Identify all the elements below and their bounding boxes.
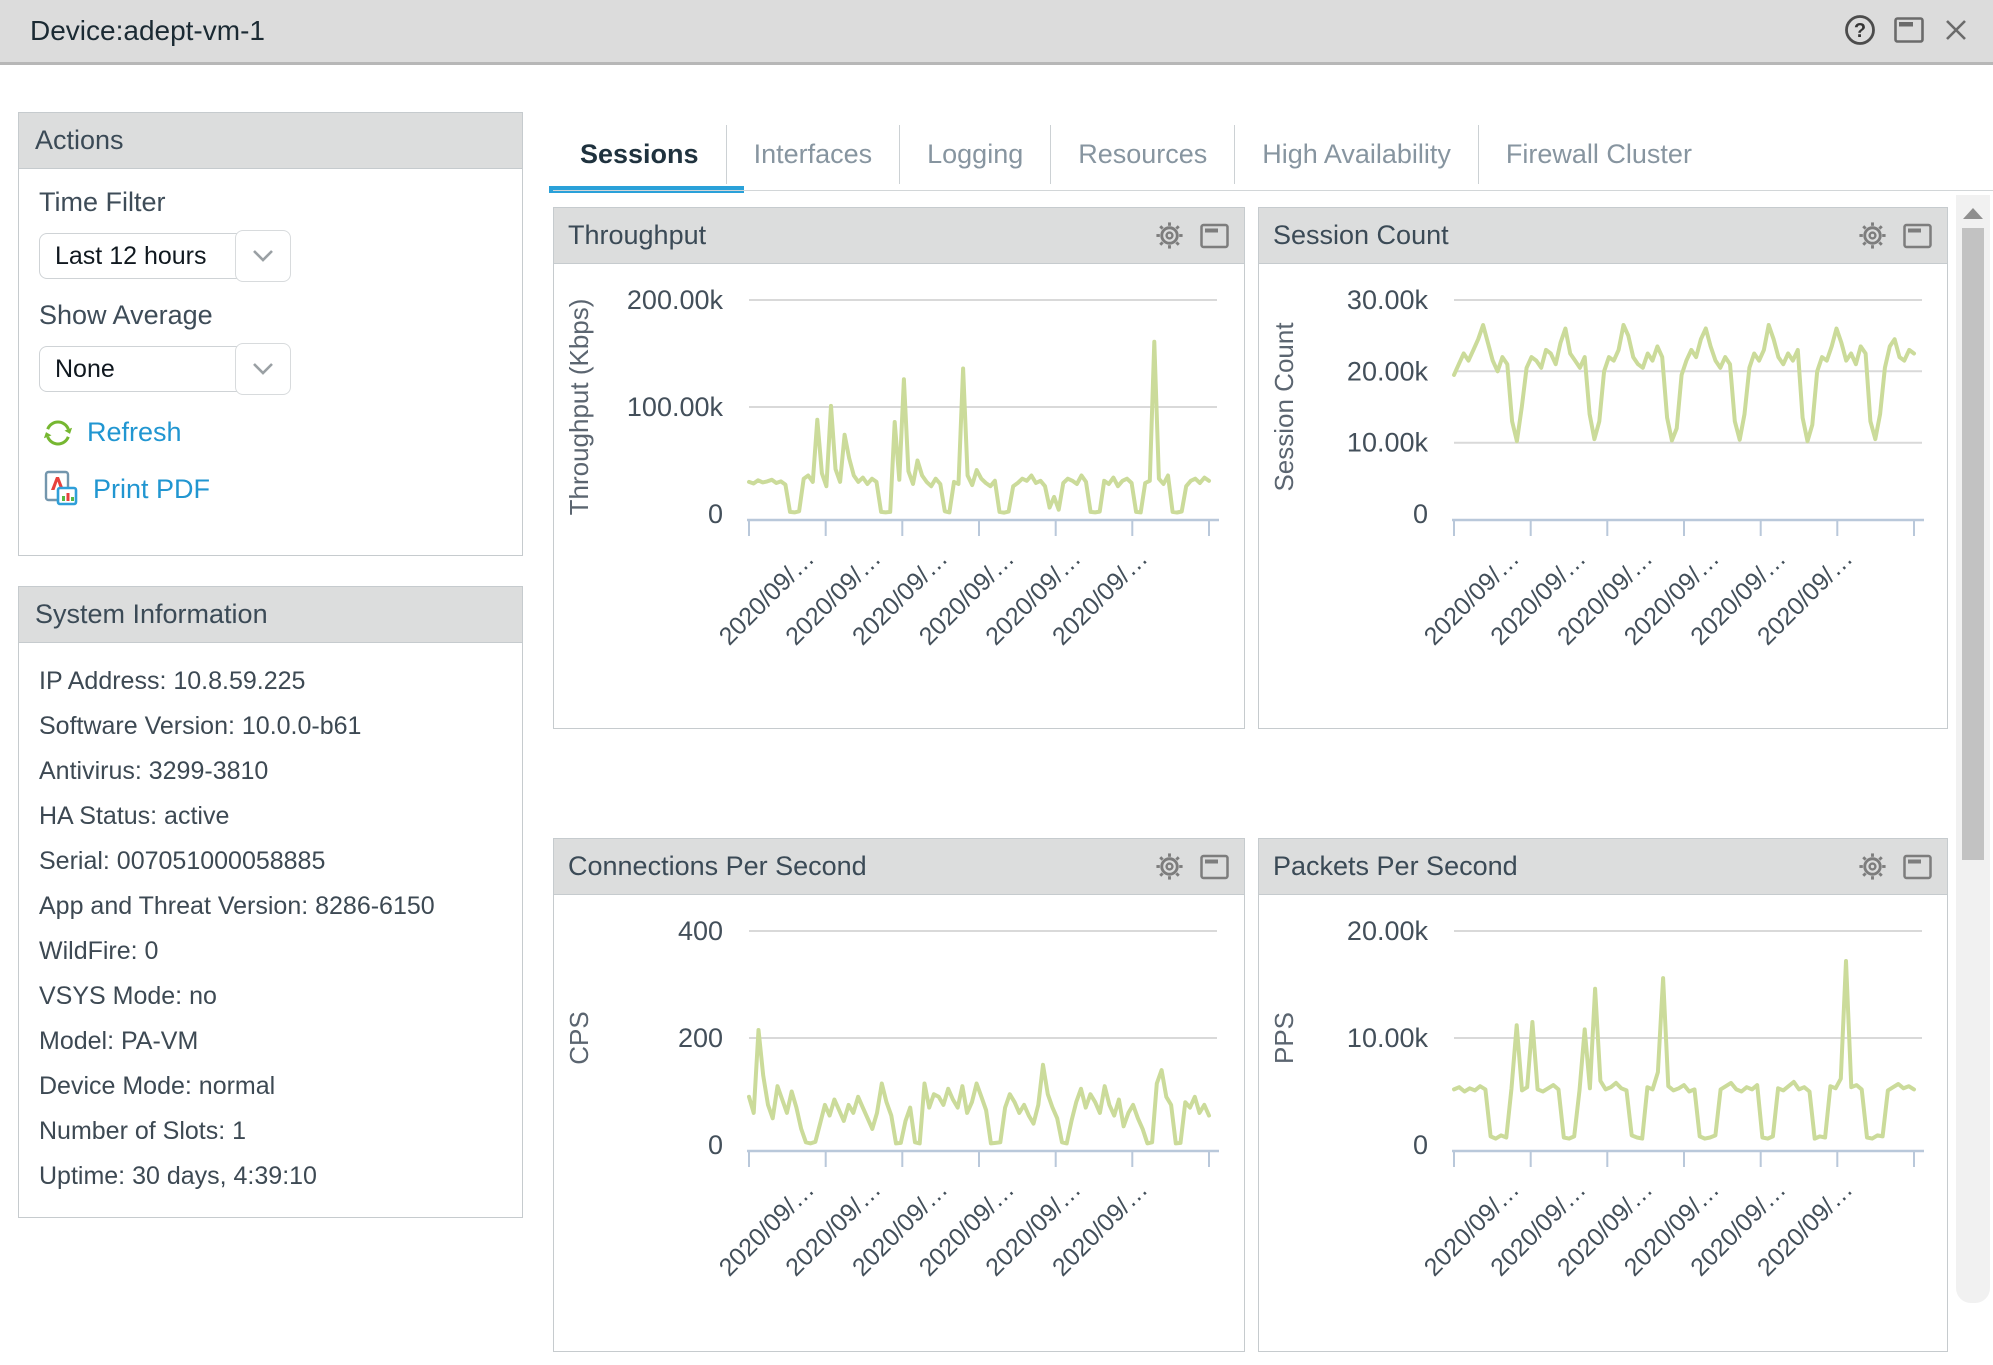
actions-panel: Actions Time Filter Last 12 hours Show A… [18, 112, 523, 556]
session-count-chart: 010.00k20.00k30.00k2020/09/…2020/09/…202… [1259, 264, 1947, 727]
svg-text:10.00k: 10.00k [1347, 428, 1429, 458]
connections-per-second-chart-header: Connections Per Second [554, 839, 1244, 895]
connections-per-second-chart-panel: Connections Per Second 02004002020/09/…2… [553, 838, 1245, 1352]
svg-text:0: 0 [708, 499, 723, 529]
packets-per-second-chart-panel: Packets Per Second 010.00k20.00k2020/09/… [1258, 838, 1948, 1352]
connections-per-second-chart: 02004002020/09/…2020/09/…2020/09/…2020/0… [554, 895, 1244, 1358]
show-average-label: Show Average [39, 300, 522, 331]
page-title: Device:adept-vm-1 [30, 15, 265, 47]
show-average-value[interactable]: None [39, 346, 247, 392]
svg-text:CPS: CPS [564, 1011, 594, 1064]
sysinfo-software-version: Software Version: 10.0.0-b61 [39, 704, 522, 749]
svg-text:200.00k: 200.00k [627, 285, 724, 315]
chevron-down-icon [252, 249, 274, 263]
window-icon[interactable] [1893, 15, 1925, 45]
refresh-icon [43, 418, 73, 448]
vertical-scrollbar[interactable] [1956, 195, 1990, 1303]
time-filter-dropdown[interactable]: Last 12 hours [39, 230, 291, 282]
panel-window-icon[interactable] [1199, 222, 1230, 250]
sysinfo-ip-address: IP Address: 10.8.59.225 [39, 659, 522, 704]
chart-title: Throughput [568, 220, 706, 251]
tabbar-divider [553, 190, 1993, 191]
refresh-label: Refresh [87, 417, 182, 448]
gear-icon[interactable] [1857, 851, 1888, 882]
svg-text:Throughput (Kbps): Throughput (Kbps) [564, 299, 594, 516]
panel-window-icon[interactable] [1902, 853, 1933, 881]
svg-text:20.00k: 20.00k [1347, 356, 1429, 386]
tab-logging[interactable]: Logging [899, 125, 1050, 184]
svg-text:?: ? [1854, 20, 1866, 42]
panel-window-icon[interactable] [1199, 853, 1230, 881]
time-filter-label: Time Filter [39, 187, 522, 218]
system-information-header: System Information [19, 587, 522, 643]
sysinfo-vsys-mode: VSYS Mode: no [39, 974, 522, 1019]
chart-title: Session Count [1273, 220, 1449, 251]
sysinfo-antivirus: Antivirus: 3299-3810 [39, 749, 522, 794]
print-pdf-label: Print PDF [93, 474, 210, 505]
actions-panel-header: Actions [19, 113, 522, 169]
sysinfo-device-mode: Device Mode: normal [39, 1064, 522, 1109]
help-icon[interactable]: ? [1843, 13, 1877, 47]
tab-sessions[interactable]: Sessions [553, 125, 726, 184]
gear-icon[interactable] [1154, 220, 1185, 251]
svg-text:20.00k: 20.00k [1347, 916, 1429, 946]
sysinfo-serial: Serial: 007051000058885 [39, 839, 522, 884]
throughput-chart-header: Throughput [554, 208, 1244, 264]
chart-title: Connections Per Second [568, 851, 867, 882]
titlebar-icons: ? [1843, 13, 1971, 47]
svg-text:400: 400 [678, 916, 723, 946]
print-pdf-button[interactable]: Print PDF [43, 470, 522, 508]
throughput-chart-panel: Throughput 0100.00k200.00k2020/09/…2020/… [553, 207, 1245, 729]
svg-text:PPS: PPS [1269, 1012, 1299, 1064]
svg-text:100.00k: 100.00k [627, 392, 724, 422]
scroll-up-button[interactable] [1956, 201, 1990, 225]
session-count-chart-header: Session Count [1259, 208, 1947, 264]
sysinfo-wildfire: WildFire: 0 [39, 929, 522, 974]
time-filter-chevron[interactable] [235, 230, 291, 282]
sysinfo-app-threat-version: App and Threat Version: 8286-6150 [39, 884, 522, 929]
tab-interfaces[interactable]: Interfaces [726, 125, 900, 184]
packets-per-second-chart: 010.00k20.00k2020/09/…2020/09/…2020/09/…… [1259, 895, 1947, 1358]
packets-per-second-chart-header: Packets Per Second [1259, 839, 1947, 895]
svg-text:200: 200 [678, 1023, 723, 1053]
show-average-chevron[interactable] [235, 343, 291, 395]
svg-text:10.00k: 10.00k [1347, 1023, 1429, 1053]
time-filter-value[interactable]: Last 12 hours [39, 233, 247, 279]
chart-title: Packets Per Second [1273, 851, 1518, 882]
sysinfo-ha-status: HA Status: active [39, 794, 522, 839]
throughput-chart: 0100.00k200.00k2020/09/…2020/09/…2020/09… [554, 264, 1244, 727]
session-count-chart-panel: Session Count 010.00k20.00k30.00k2020/09… [1258, 207, 1948, 729]
chevron-down-icon [252, 362, 274, 376]
system-information-panel: System Information IP Address: 10.8.59.2… [18, 586, 523, 1218]
tab-resources[interactable]: Resources [1050, 125, 1234, 184]
dialog-titlebar: Device:adept-vm-1 ? [0, 0, 1993, 65]
tab-bar: Sessions Interfaces Logging Resources Hi… [553, 118, 1719, 190]
svg-text:0: 0 [1413, 1130, 1428, 1160]
sysinfo-number-of-slots: Number of Slots: 1 [39, 1109, 522, 1154]
panel-window-icon[interactable] [1902, 222, 1933, 250]
system-information-list: IP Address: 10.8.59.225 Software Version… [19, 643, 522, 1199]
sysinfo-uptime: Uptime: 30 days, 4:39:10 [39, 1154, 522, 1199]
svg-text:30.00k: 30.00k [1347, 285, 1429, 315]
svg-text:0: 0 [1413, 499, 1428, 529]
scrollbar-thumb[interactable] [1962, 228, 1984, 860]
pdf-icon [43, 470, 79, 508]
close-icon[interactable] [1941, 15, 1971, 45]
refresh-button[interactable]: Refresh [43, 417, 522, 448]
tab-high-availability[interactable]: High Availability [1234, 125, 1478, 184]
gear-icon[interactable] [1857, 220, 1888, 251]
sysinfo-model: Model: PA-VM [39, 1019, 522, 1064]
tab-firewall-cluster[interactable]: Firewall Cluster [1478, 125, 1719, 184]
svg-text:0: 0 [708, 1130, 723, 1160]
gear-icon[interactable] [1154, 851, 1185, 882]
show-average-dropdown[interactable]: None [39, 343, 291, 395]
svg-text:Session Count: Session Count [1269, 322, 1299, 492]
scroll-up-arrow-icon [1963, 208, 1983, 219]
